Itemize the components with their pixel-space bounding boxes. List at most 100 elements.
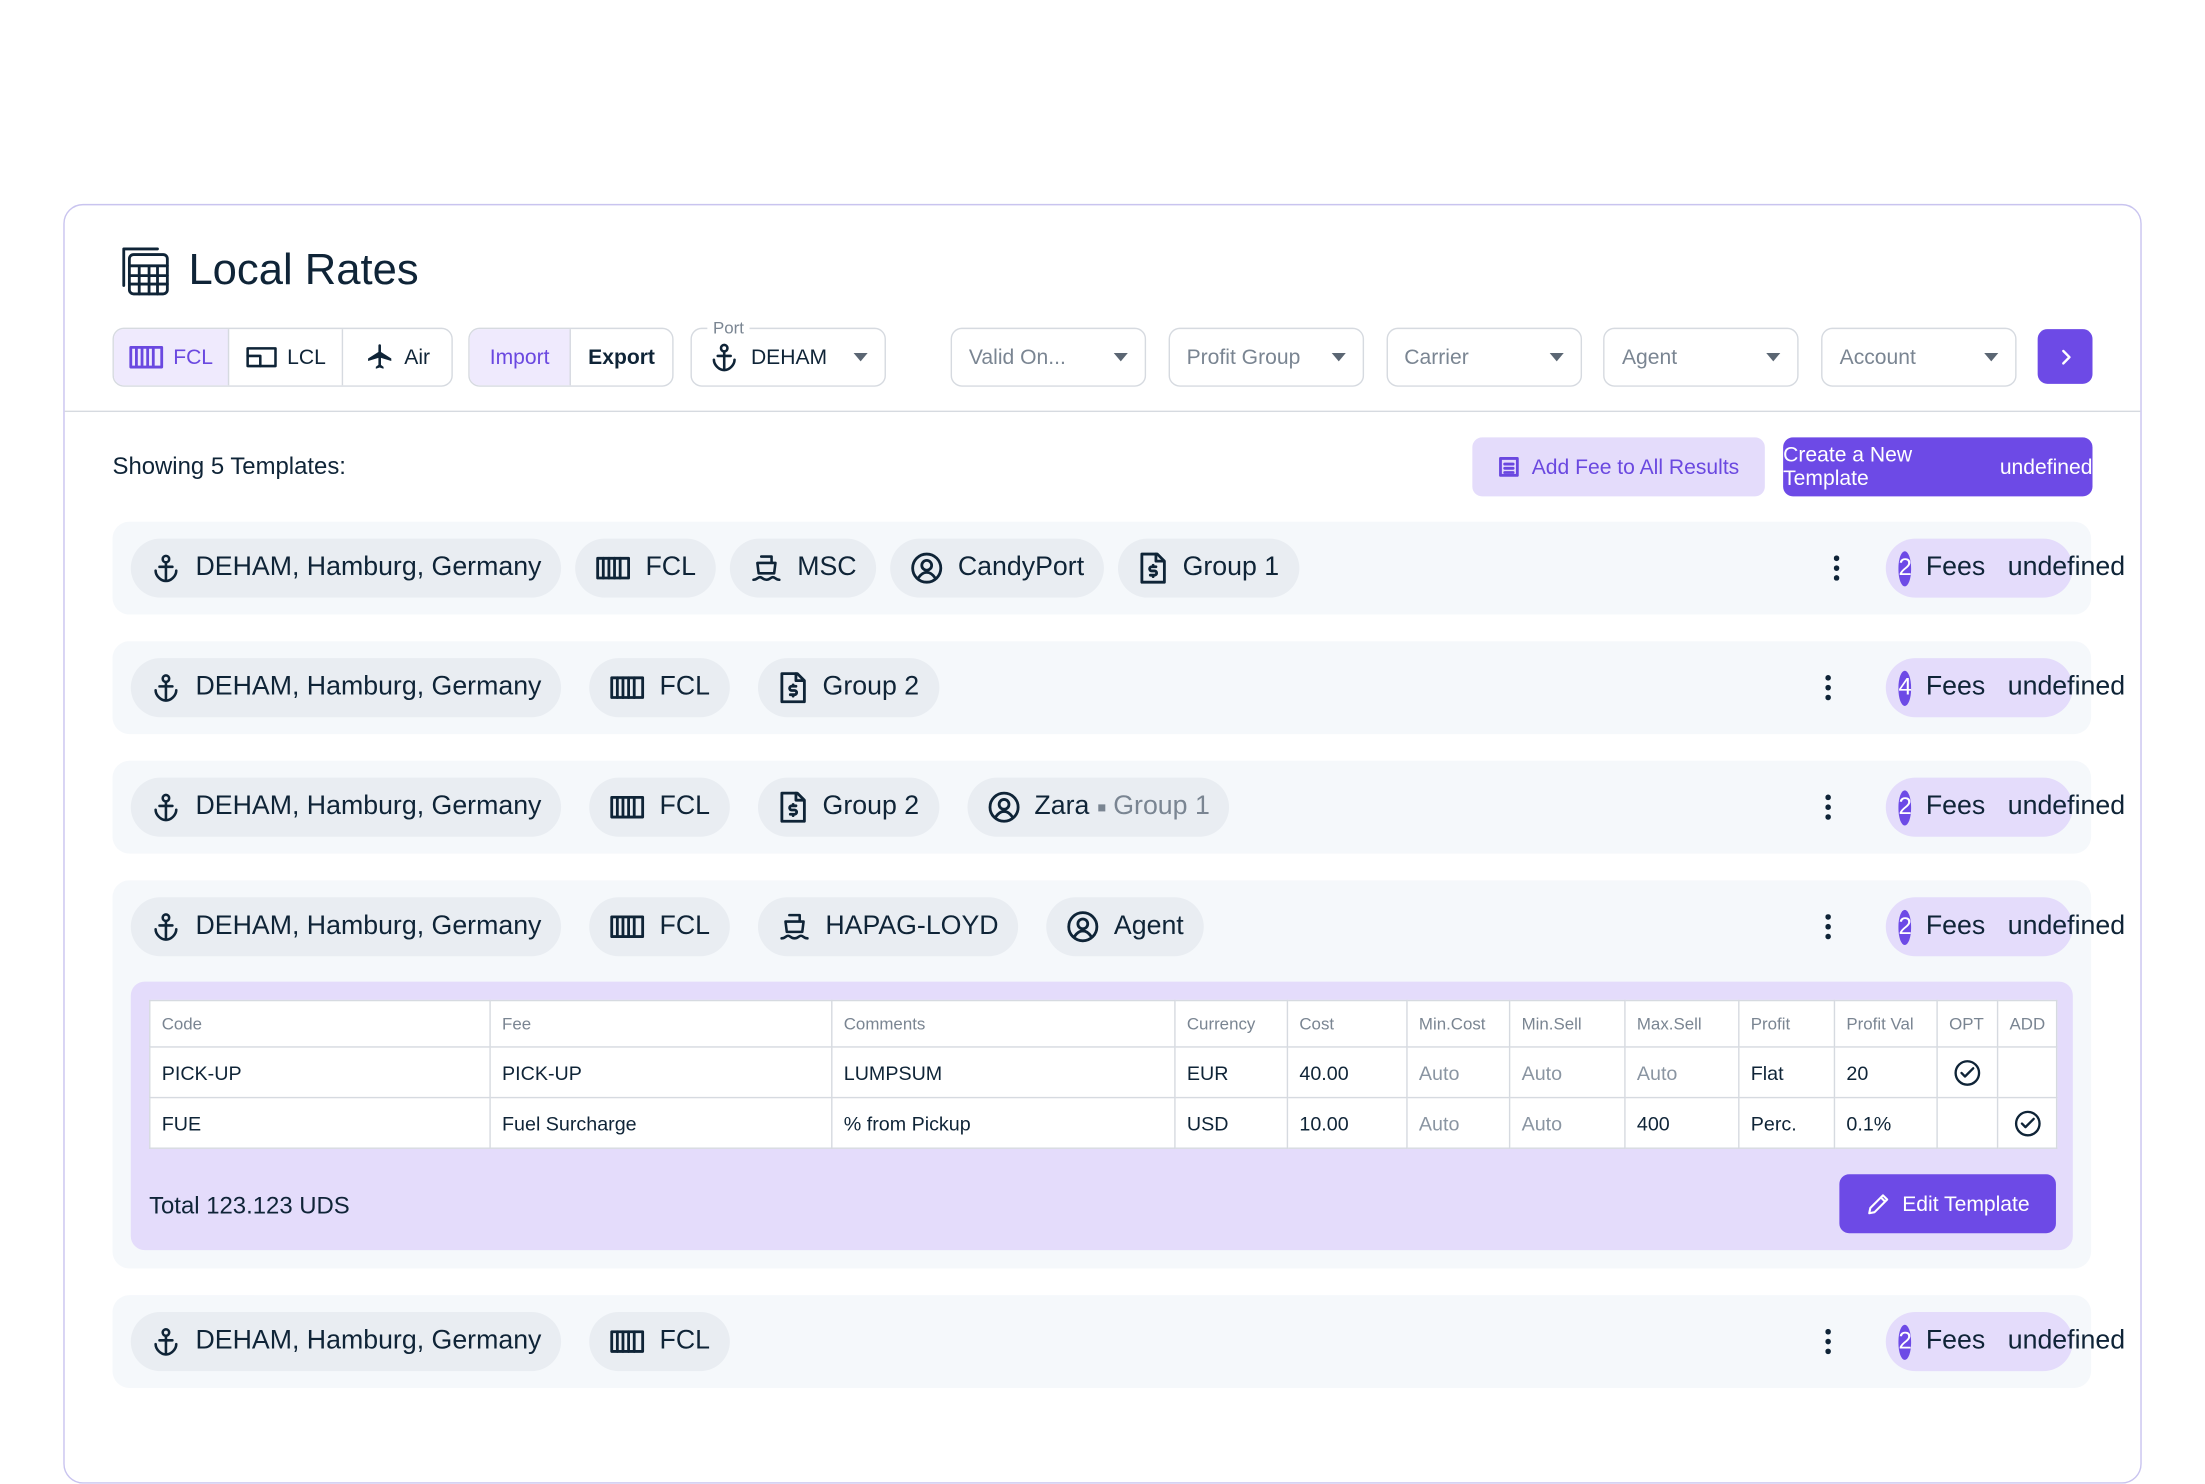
filter-dropdown[interactable]: Carrier [1385,327,1582,387]
chip: MSC [729,538,877,598]
icon [2013,1109,2041,1137]
icon [245,345,279,370]
template-row: DEHAM, Hamburg, Germany FCL Group 2 4 Fees un… [112,641,2125,735]
total-text: Total 123.123 UDS [149,1192,350,1220]
cell: 10.00 [1286,1096,1408,1149]
icon [150,911,181,942]
fee-panel: Code Fee Comments Currency Cost Min.Cost Min.S… [130,981,2073,1251]
column-header: Code [149,999,491,1048]
icon [1138,551,1169,585]
direction-tab[interactable]: Export [571,329,672,385]
check-cell [1996,1046,2058,1099]
dropdown-label: Agent [1621,345,1678,370]
edit-template-button[interactable]: Edit Template [1839,1174,2056,1234]
cell: PICK-UP [489,1046,833,1099]
fees-toggle[interactable]: 2 Fees undefined [1885,538,2125,598]
chip-text: FCL [645,552,696,583]
cell: Auto [1406,1046,1511,1099]
cell: 400 [1624,1096,1740,1149]
dropdown-label: Carrier [1404,345,1469,370]
fees-toggle[interactable]: 2 Fees undefined [1885,897,2125,957]
add-fee-button[interactable]: Add Fee to All Results [1472,437,1765,497]
fee-row: FUE Fuel Surcharge% from Pickup USD 10.00 Au… [149,1096,2058,1149]
column-header: Cost [1286,999,1408,1048]
more-menu[interactable] [1833,555,1840,587]
filter-dropdown[interactable]: Valid On... [950,327,1147,387]
filter-dropdown[interactable]: Account [1821,327,2017,387]
chip-text: CandyPort [957,552,1085,583]
cell: Auto [1508,1096,1626,1149]
chip: FCL [589,777,730,837]
chip: FCL [589,1312,730,1372]
header-row: Code Fee Comments Currency Cost Min.Cost Min.S… [149,999,2058,1048]
filter-dropdown[interactable]: Profit Group [1168,327,1364,387]
cell: FUE [149,1096,491,1149]
column-header: Fee [489,999,833,1048]
chip-text: FCL [659,1326,711,1356]
column-header: Profit Val [1833,999,1938,1048]
create-template-button[interactable]: Create a New Template undefined [1783,437,2093,497]
cell: Auto [1406,1096,1511,1149]
fees-toggle[interactable]: 4 Fees undefined [1885,658,2125,718]
icon [778,911,812,942]
icon [1866,1191,1891,1216]
cell: Fuel Surcharge [489,1096,833,1149]
chip: DEHAM, Hamburg, Germany [130,1312,562,1372]
more-menu[interactable] [1825,914,1831,946]
check-cell [1996,1096,2058,1149]
mode-tabs: FCL LCL Air [112,327,453,387]
fee-label: Fees [1925,1326,1986,1356]
icon: undefined [1999,454,2093,479]
fee-table: Code Fee Comments Currency Cost Min.Cost Min.S… [149,999,2058,1149]
cell: Flat [1738,1046,1836,1099]
check-cell [1936,1046,1999,1099]
chip-text: DEHAM, Hamburg, Germany [195,791,542,822]
direction-tab[interactable]: Import [469,329,571,386]
fees-toggle[interactable]: 2 Fees undefined [1885,1312,2125,1372]
column-header: Profit [1738,999,1836,1048]
icon: undefined [2007,672,2126,702]
port-select[interactable]: DEHAM [690,327,886,387]
icon [150,792,181,823]
icon [150,672,181,703]
direction-label: Export [588,345,655,370]
cell: Auto [1508,1046,1626,1099]
more-menu[interactable] [1825,794,1831,827]
icon [778,790,809,824]
chip-text: DEHAM, Hamburg, Germany [195,552,542,583]
cell: % from Pickup [831,1096,1176,1149]
icon [1498,456,1521,479]
fee-count: 2 [1898,789,1912,825]
cell: 20 [1833,1046,1938,1099]
column-header: OPT [1936,999,1999,1048]
caret [1331,352,1346,362]
more-menu[interactable] [1825,1328,1831,1361]
mode-tab[interactable]: FCL [113,329,229,386]
filter-dropdown[interactable]: Agent [1603,327,1800,387]
chip-text: Group 1 [1182,552,1280,583]
column-header: ADD [1996,999,2058,1048]
fee-label: Fees [1925,911,1986,941]
mode-label: FCL [173,345,214,370]
fee-count: 2 [1898,909,1912,945]
fee-row: PICK-UP PICK-UP LUMPSUM EUR 40.00 Auto Auto Aut… [149,1046,2058,1099]
more-menu[interactable] [1825,675,1831,707]
chip-sub: Group 1 [1113,791,1210,822]
chip: FCL [589,897,730,957]
fees-toggle[interactable]: 2 Fees undefined [1885,777,2125,837]
icon [609,793,646,821]
fee-label: Fees [1925,672,1986,702]
button-label: Add Fee to All Results [1531,454,1740,479]
icon: undefined [2007,552,2126,583]
fee-count: 2 [1898,1323,1912,1360]
column-header: Comments [831,999,1176,1048]
cell: 0.1% [1833,1096,1938,1149]
page-title: Local Rates [188,244,419,294]
mode-tab[interactable]: Air [344,329,452,385]
mode-label: Air [404,345,431,370]
icon [987,790,1021,824]
next-button[interactable] [2037,329,2093,384]
cell: LUMPSUM [831,1046,1176,1099]
chip: DEHAM, Hamburg, Germany [130,658,562,718]
mode-tab[interactable]: LCL [229,329,344,386]
